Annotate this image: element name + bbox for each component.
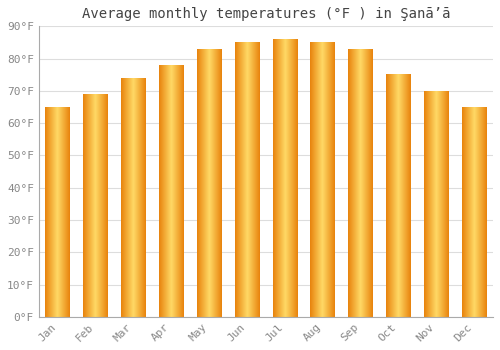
Title: Average monthly temperatures (°F ) in Şanāʼā: Average monthly temperatures (°F ) in Şa… [82,7,450,21]
